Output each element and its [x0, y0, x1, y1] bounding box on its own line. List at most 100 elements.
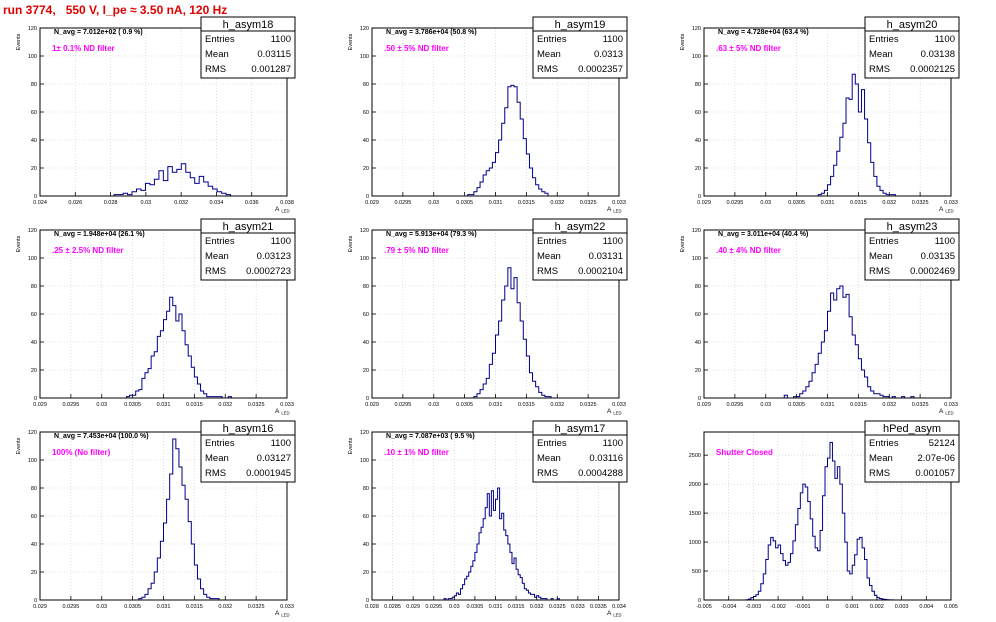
stats-mean-value: 0.03115	[257, 49, 291, 60]
y-tick-label: 120	[28, 26, 37, 32]
x-axis-label: A LED	[275, 610, 290, 618]
stats-box	[864, 16, 960, 79]
x-tick-label: 0.0295	[394, 402, 411, 408]
stats-mean-value: 0.03116	[589, 453, 623, 464]
histogram-name: h_asym21	[223, 221, 274, 233]
stats-rms-label: RMS	[869, 64, 890, 75]
x-tick-label: 0.031	[157, 402, 171, 408]
histogram-series	[817, 73, 896, 196]
x-tick-label: 0.0295	[62, 402, 79, 408]
filter-note: .50 ± 5% ND filter	[384, 44, 449, 53]
stats-entries-label: Entries	[205, 236, 235, 247]
x-tick-label: 0.032	[882, 402, 896, 408]
x-axis-label: A LED	[607, 408, 622, 416]
histogram-name: hPed_asym	[883, 423, 941, 435]
x-tick-label: 0.0295	[394, 200, 411, 206]
stats-rms-value: 0.001057	[915, 468, 955, 479]
y-axis-label: Events	[16, 437, 22, 454]
y-tick-label: 20	[363, 166, 369, 172]
x-axis-label: A LED	[275, 408, 290, 416]
x-tick-label: 0.033	[612, 200, 626, 206]
x-axis-label: A LED	[607, 206, 622, 214]
stats-entries-label: Entries	[869, 438, 899, 449]
x-axis-label: A LED	[275, 206, 290, 214]
y-tick-label: 60	[31, 110, 37, 116]
stats-mean-value: 2.07e-06	[917, 453, 955, 464]
stats-rms-label: RMS	[537, 468, 558, 479]
histogram-pad-h_asym20: 0.029 0.0295 0.03 0.0305 0.031 0.0315 0.032 0.0…	[680, 16, 960, 214]
y-tick-label: 60	[31, 514, 37, 520]
stats-rms-value: 0.0001945	[246, 468, 291, 479]
stats-rms-value: 0.0002357	[578, 64, 623, 75]
y-tick-label: 60	[363, 312, 369, 318]
stats-rms-label: RMS	[205, 468, 226, 479]
y-axis-label: Events	[680, 235, 686, 252]
x-tick-label: -0.003	[746, 604, 762, 610]
x-tick-label: -0.005	[696, 604, 712, 610]
y-tick-label: 60	[363, 514, 369, 520]
filter-note: 100% (No filter)	[52, 448, 111, 457]
navg-label: N_avg = 1.948e+04 (26.1 %)	[54, 231, 145, 238]
stats-rms-value: 0.0004288	[578, 468, 623, 479]
histogram-name: h_asym20	[887, 19, 938, 31]
y-tick-label: 20	[31, 166, 37, 172]
y-tick-label: 100	[692, 54, 701, 60]
x-tick-label: 0.03	[140, 200, 151, 206]
y-tick-label: 20	[695, 368, 701, 374]
filter-note: .79 ± 5% ND filter	[384, 246, 449, 255]
x-tick-label: 0.031	[157, 604, 171, 610]
stats-mean-value: 0.03127	[257, 453, 291, 464]
y-tick-label: 40	[695, 340, 701, 346]
x-axis-label: A LED	[939, 206, 954, 214]
histogram-pad-h_asym17: 0.028 0.0285 0.029 0.0295 0.03 0.0305 0.031 0.0…	[348, 420, 628, 618]
y-tick-label: 2500	[689, 453, 701, 459]
navg-label: N_avg = 7.012e+02 ( 0.9 %)	[54, 29, 143, 36]
x-tick-label: 0.029	[697, 402, 711, 408]
stats-rms-label: RMS	[537, 64, 558, 75]
x-tick-label: -0.001	[795, 604, 811, 610]
y-tick-label: 20	[695, 166, 701, 172]
y-tick-label: 80	[31, 284, 37, 290]
x-tick-label: 0.03	[760, 200, 771, 206]
stats-box	[864, 420, 960, 483]
stats-rms-label: RMS	[869, 266, 890, 277]
x-tick-label: 0.0295	[726, 402, 743, 408]
stats-box	[200, 420, 296, 483]
histogram-series	[113, 163, 232, 196]
navg-label: N_avg = 7.453e+04 (100.0 %)	[54, 433, 149, 440]
histogram-pad-h_asym19: 0.029 0.0295 0.03 0.0305 0.031 0.0315 0.032 0.0…	[348, 16, 628, 214]
x-tick-label: 0.03	[760, 402, 771, 408]
x-tick-label: 0.029	[697, 200, 711, 206]
stats-box	[532, 16, 628, 79]
y-axis-label: Events	[348, 235, 354, 252]
x-tick-label: 0.0325	[912, 402, 929, 408]
x-tick-label: 0.0325	[248, 402, 265, 408]
x-axis-label: A LED	[939, 408, 954, 416]
x-tick-label: 0.03	[96, 402, 107, 408]
stats-entries-value: 1100	[935, 236, 955, 247]
y-tick-label: 40	[31, 138, 37, 144]
stats-box	[200, 218, 296, 281]
x-tick-label: 0.032	[882, 200, 896, 206]
stats-entries-label: Entries	[205, 34, 235, 45]
x-tick-label: 0.029	[33, 604, 47, 610]
navg-label: N_avg = 3.011e+04 (40.4 %)	[718, 231, 808, 238]
x-tick-label: 0.031	[821, 200, 835, 206]
x-tick-label: 0.033	[944, 402, 958, 408]
x-tick-label: 0.0305	[124, 604, 141, 610]
stats-box	[532, 420, 628, 483]
y-tick-label: 40	[695, 138, 701, 144]
stats-mean-label: Mean	[869, 453, 893, 464]
histogram-name: h_asym17	[555, 423, 606, 435]
y-axis-label: Events	[16, 235, 22, 252]
filter-note: .63 ± 5% ND filter	[716, 44, 781, 53]
histogram-pad-h_asym22: 0.029 0.0295 0.03 0.0305 0.031 0.0315 0.032 0.0…	[348, 218, 628, 416]
y-tick-label: 1000	[689, 540, 701, 546]
stats-entries-value: 1100	[603, 34, 623, 45]
stats-rms-value: 0.0002469	[910, 266, 955, 277]
x-tick-label: 0.03	[428, 402, 439, 408]
histogram-series	[138, 438, 220, 600]
histogram-series	[473, 267, 552, 398]
x-tick-label: 0.0325	[248, 604, 265, 610]
